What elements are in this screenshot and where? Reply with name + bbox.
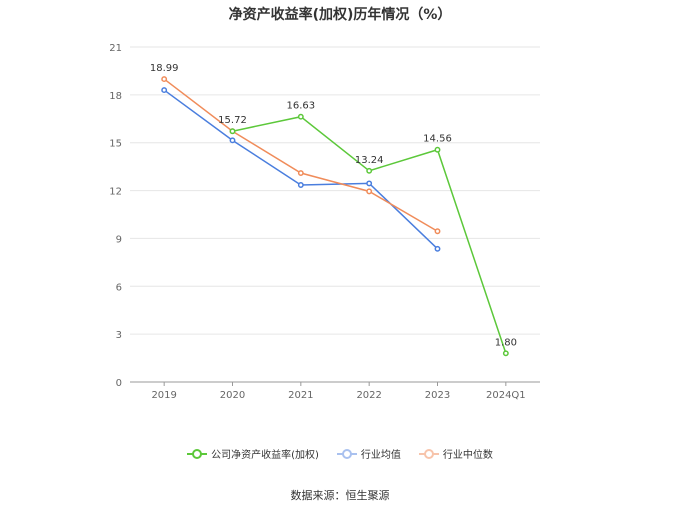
data-point	[434, 245, 441, 252]
x-tick-label: 2019	[151, 390, 176, 401]
y-tick-label: 0	[116, 378, 122, 389]
x-tick-label: 2021	[288, 390, 313, 401]
data-point	[502, 350, 509, 357]
chart-title: 净资产收益率(加权)历年情况（%）	[228, 7, 452, 23]
y-tick-label: 9	[116, 234, 122, 245]
x-tick-label: 2023	[425, 390, 450, 401]
data-point	[366, 188, 373, 195]
legend-marker-icon	[187, 448, 208, 459]
data-label: 13.24	[355, 155, 384, 166]
legend-label-industry-mean: 行业均值	[360, 450, 401, 461]
x-tick-label: 2024Q1	[486, 390, 526, 401]
series-line	[232, 115, 507, 354]
legend-marker-icon	[336, 448, 357, 459]
data-point	[161, 87, 168, 94]
data-point	[161, 76, 168, 83]
data-point	[434, 146, 441, 153]
y-tick-label: 6	[116, 282, 122, 293]
data-label: 14.56	[423, 134, 452, 145]
y-tick-label: 21	[109, 43, 122, 54]
data-point	[229, 128, 236, 135]
data-source: 数据来源：恒生聚源	[290, 489, 390, 502]
x-tick-label: 2022	[356, 390, 381, 401]
legend-item-industry-mean[interactable]: 行业均值	[336, 446, 401, 461]
legend-label-company: 公司净资产收益率(加权)	[211, 450, 319, 461]
chart-legend: 公司净资产收益率(加权) 行业均值 行业中位数	[0, 446, 680, 461]
data-point	[297, 182, 304, 188]
data-point	[297, 113, 304, 120]
y-tick-label: 12	[109, 187, 122, 198]
data-label: 18.99	[150, 63, 179, 74]
data-point	[434, 228, 441, 235]
x-tick-label: 2020	[220, 390, 245, 401]
data-label: 16.63	[287, 101, 316, 112]
data-point	[229, 137, 236, 144]
y-tick-label: 3	[116, 330, 122, 341]
legend-item-industry-median[interactable]: 行业中位数	[418, 446, 493, 461]
data-label: 1.80	[495, 337, 517, 348]
data-point	[297, 170, 304, 176]
data-point	[366, 180, 373, 187]
data-point	[366, 167, 373, 174]
y-tick-label: 18	[109, 91, 122, 102]
y-tick-label: 15	[109, 139, 122, 150]
legend-label-industry-median: 行业中位数	[442, 450, 493, 461]
legend-item-company[interactable]: 公司净资产收益率(加权)	[187, 446, 319, 461]
data-label: 15.72	[218, 115, 247, 126]
legend-marker-icon	[418, 448, 439, 459]
